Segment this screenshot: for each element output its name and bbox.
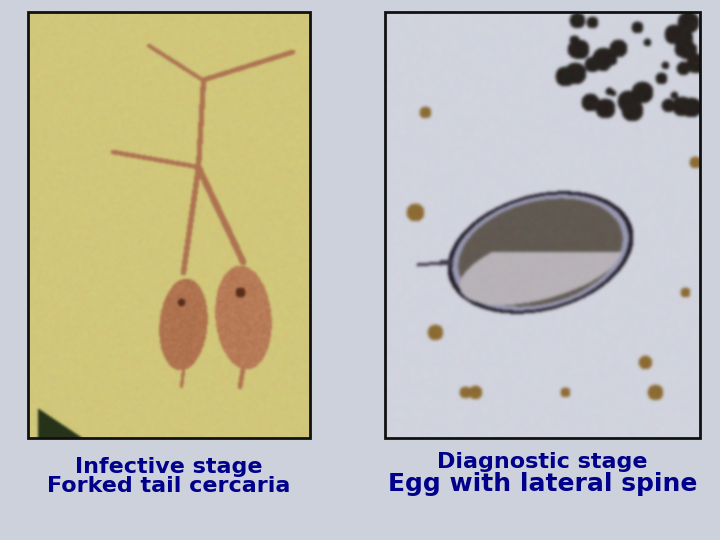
Text: Forked tail cercaria: Forked tail cercaria bbox=[48, 476, 291, 496]
Text: Egg with lateral spine: Egg with lateral spine bbox=[388, 472, 697, 496]
Text: Infective stage: Infective stage bbox=[76, 457, 263, 477]
Bar bbox=[28, 12, 310, 438]
Text: Diagnostic stage: Diagnostic stage bbox=[437, 452, 648, 472]
Bar bbox=[385, 12, 700, 438]
